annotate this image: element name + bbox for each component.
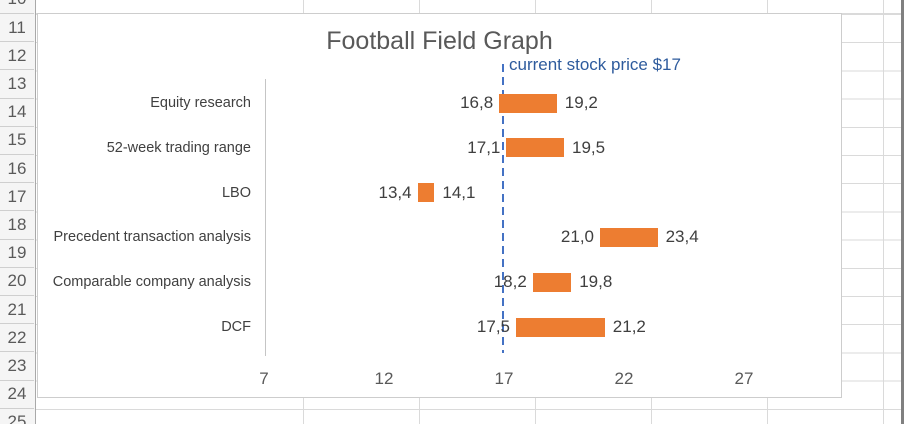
- bar-max-label: 19,8: [579, 272, 613, 292]
- current-price-label: current stock price $17: [509, 55, 681, 74]
- current-price-dashed-line: [502, 64, 504, 353]
- category-label: Precedent transaction analysis: [53, 229, 251, 246]
- chart-title: Football Field Graph: [326, 27, 553, 55]
- bar-min-label: 17,5: [476, 317, 510, 336]
- category-label: LBO: [221, 184, 251, 201]
- row-number[interactable]: 20: [0, 268, 34, 296]
- x-axis-tick-label: 12: [374, 369, 394, 388]
- category-label: Equity research: [150, 95, 251, 111]
- range-bar[interactable]: [516, 317, 605, 337]
- range-bar[interactable]: [532, 272, 572, 292]
- bar-max-label: 19,5: [572, 137, 606, 157]
- row-number[interactable]: 10: [0, 0, 34, 14]
- x-axis-tick-label: 22: [614, 369, 634, 388]
- x-axis-tick-label: 27: [734, 369, 754, 388]
- range-bar[interactable]: [499, 93, 557, 113]
- bar-min-label: 18,2: [493, 272, 527, 292]
- bar-max-label: 23,4: [665, 227, 699, 247]
- x-axis-tick-label: 7: [259, 369, 269, 388]
- row-number[interactable]: 14: [0, 99, 34, 127]
- range-bar[interactable]: [506, 138, 564, 158]
- row-number[interactable]: 23: [0, 352, 34, 381]
- row-number[interactable]: 24: [0, 381, 34, 409]
- row-number[interactable]: 21: [0, 296, 34, 325]
- range-bar[interactable]: [600, 227, 658, 247]
- category-label: Comparable company analysis: [52, 274, 251, 291]
- row-number[interactable]: 19: [0, 240, 34, 268]
- bar-min-label: 16,8: [460, 93, 494, 112]
- row-number[interactable]: 11: [0, 14, 34, 43]
- row-number[interactable]: 22: [0, 324, 34, 353]
- bar-max-label: 19,2: [564, 93, 598, 112]
- row-number[interactable]: 25: [0, 409, 34, 424]
- bar-min-label: 17,1: [467, 137, 501, 157]
- row-number[interactable]: 17: [0, 183, 34, 212]
- right-edge-strip: [901, 0, 904, 424]
- row-number[interactable]: 18: [0, 211, 34, 240]
- row-number[interactable]: 13: [0, 70, 34, 99]
- bar-min-label: 21,0: [560, 227, 594, 247]
- category-axis-line: [265, 79, 266, 356]
- range-bar[interactable]: [417, 183, 435, 203]
- row-header-column: 10111213141516171819202122232425: [0, 0, 36, 424]
- category-label: DCF: [221, 319, 251, 335]
- bar-min-label: 13,4: [378, 182, 412, 202]
- row-number[interactable]: 15: [0, 127, 34, 155]
- row-number[interactable]: 12: [0, 42, 34, 71]
- x-axis-tick-label: 17: [494, 369, 514, 388]
- category-label: 52-week trading range: [106, 139, 251, 156]
- bar-max-label: 14,1: [442, 182, 476, 202]
- row-number[interactable]: 16: [0, 155, 34, 184]
- bar-max-label: 21,2: [612, 317, 646, 336]
- football-field-chart[interactable]: Football Field Graph current stock price…: [37, 13, 842, 398]
